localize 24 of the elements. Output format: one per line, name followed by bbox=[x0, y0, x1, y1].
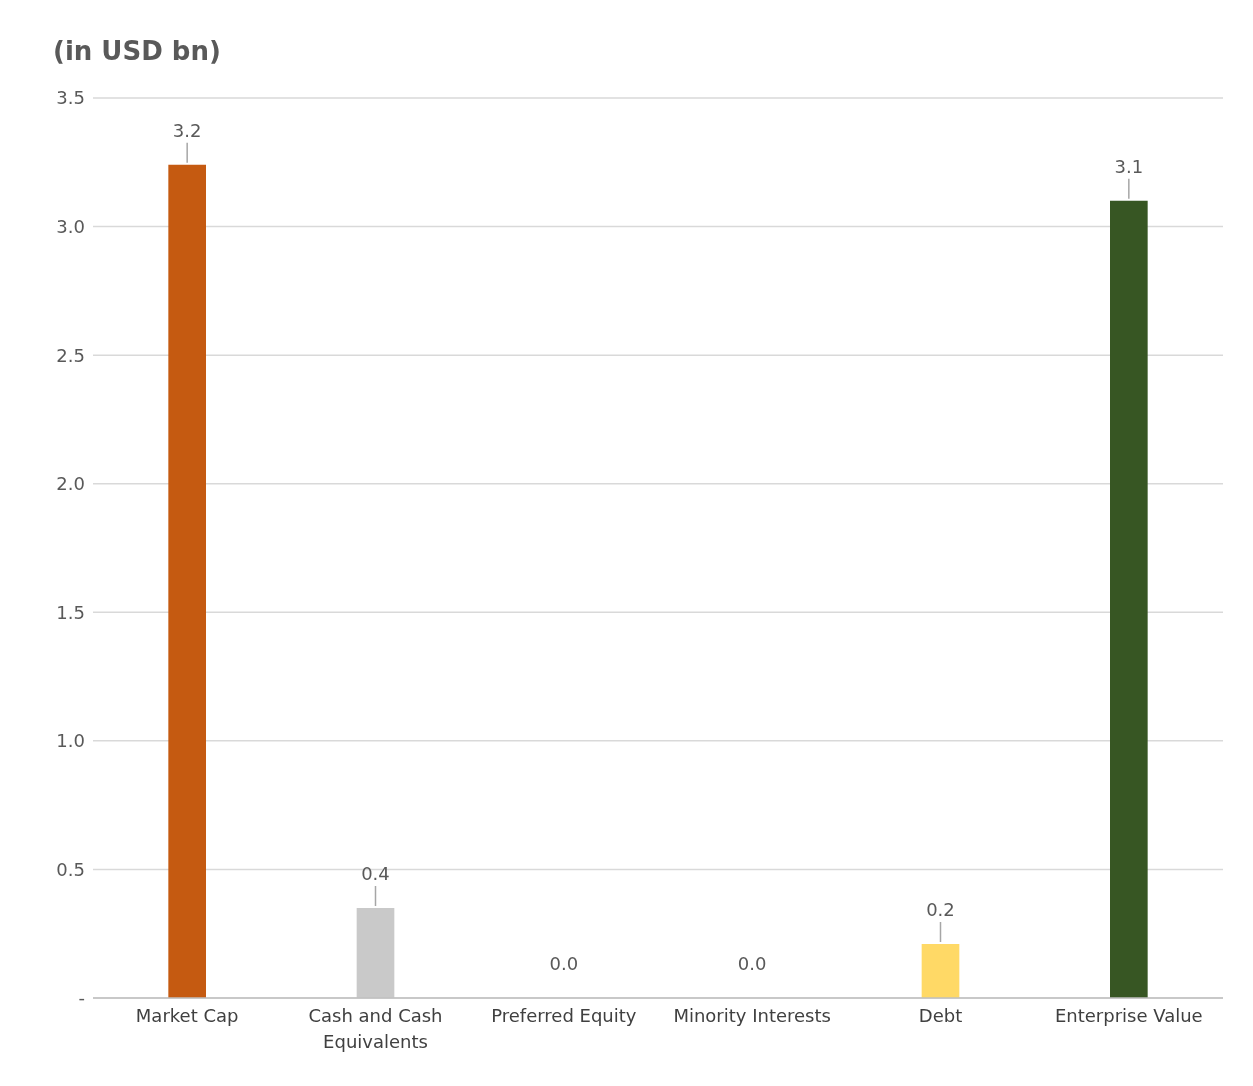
bar bbox=[168, 164, 206, 998]
x-tick-label: Debt bbox=[918, 1005, 963, 1026]
y-tick-label: 1.5 bbox=[56, 601, 85, 623]
y-tick-label: 2.5 bbox=[56, 344, 85, 366]
data-label: 3.1 bbox=[1114, 155, 1144, 177]
x-tick-label: Minority Interests bbox=[673, 1005, 831, 1026]
bar bbox=[921, 944, 960, 998]
y-tick-label: 1.0 bbox=[56, 730, 85, 752]
data-label: 0.0 bbox=[737, 953, 767, 974]
x-tick-label: Market Cap bbox=[135, 1005, 239, 1026]
data-label: 0.4 bbox=[361, 863, 390, 884]
bar bbox=[1110, 200, 1148, 998]
y-tick-label: 3.0 bbox=[56, 215, 85, 237]
y-tick-label: - bbox=[78, 987, 85, 1009]
data-label: 0.2 bbox=[926, 899, 955, 920]
x-tick-label: Enterprise Value bbox=[1054, 1005, 1203, 1026]
y-tick-label: 2.0 bbox=[56, 473, 85, 495]
data-label: 0.0 bbox=[549, 953, 579, 974]
x-tick-label: Cash and Cash Equivalents bbox=[308, 1005, 443, 1052]
y-tick-label: 3.5 bbox=[56, 87, 85, 109]
chart-title: (in USD bn) bbox=[53, 36, 221, 66]
y-tick-label: 0.5 bbox=[56, 858, 85, 880]
x-tick-label: Preferred Equity bbox=[491, 1005, 637, 1026]
data-label: 3.2 bbox=[172, 119, 202, 141]
